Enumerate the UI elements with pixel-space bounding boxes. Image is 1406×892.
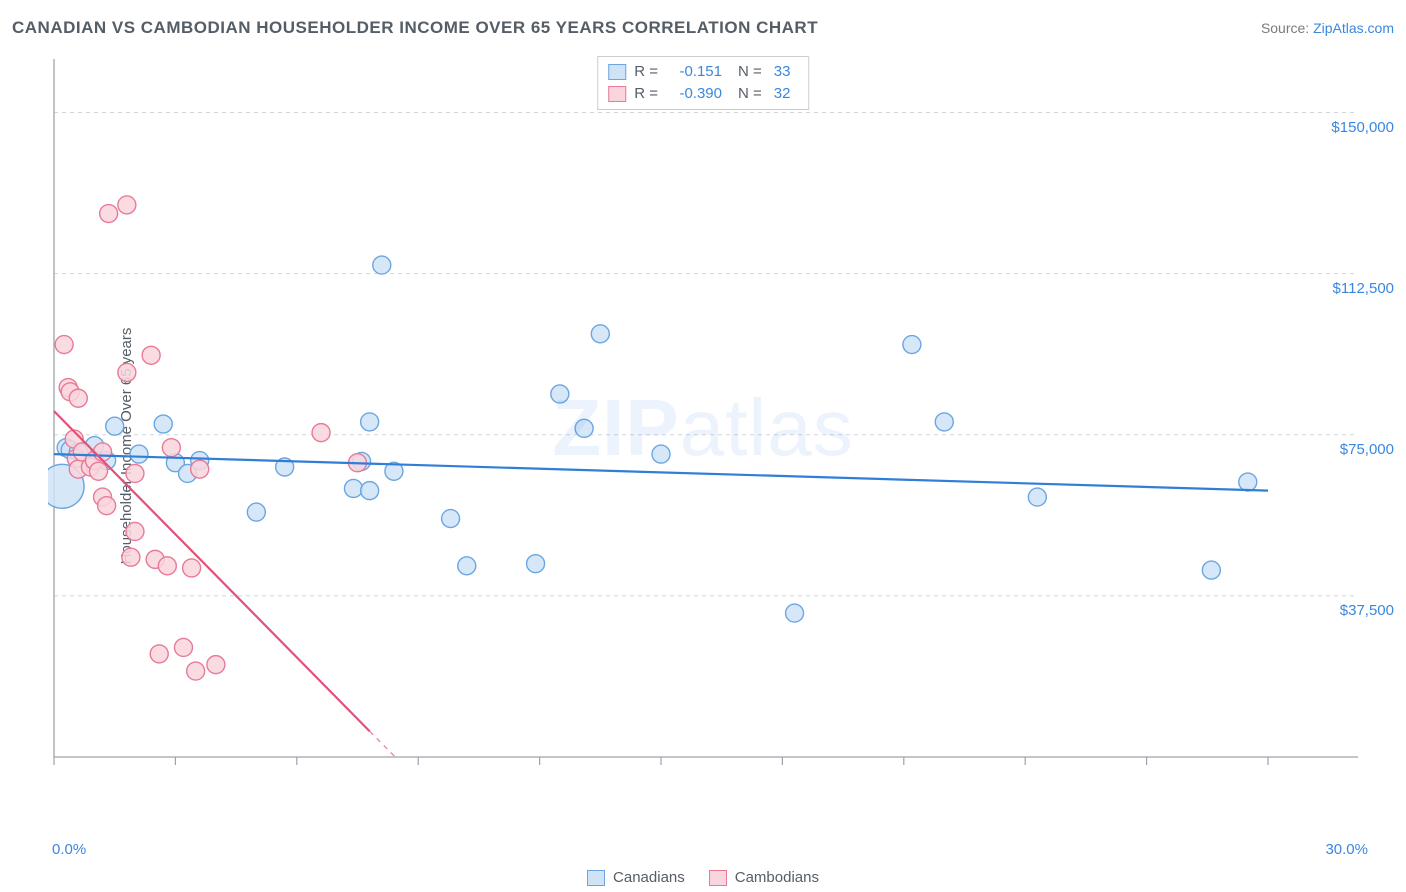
chart-title: CANADIAN VS CAMBODIAN HOUSEHOLDER INCOME… — [12, 18, 818, 38]
x-axis-max-label: 30.0% — [1325, 841, 1368, 858]
source-attribution: Source: ZipAtlas.com — [1261, 20, 1394, 36]
legend-item-cambodians: Cambodians — [709, 869, 819, 886]
chart-header: CANADIAN VS CAMBODIAN HOUSEHOLDER INCOME… — [12, 18, 1394, 38]
n-value: 32 — [770, 83, 798, 105]
scatter-plot — [48, 55, 1368, 825]
legend-item-canadians: Canadians — [587, 869, 685, 886]
r-value: -0.151 — [666, 61, 722, 83]
y-tick-label: $112,500 — [1333, 280, 1394, 297]
r-label: R = — [632, 83, 660, 105]
source-link[interactable]: ZipAtlas.com — [1313, 20, 1394, 36]
swatch-cambodians — [608, 86, 626, 102]
x-axis-min-label: 0.0% — [52, 841, 86, 858]
legend-swatch-canadians — [587, 870, 605, 886]
stats-row-cambodians: R = -0.390 N = 32 — [608, 83, 798, 105]
legend-swatch-cambodians — [709, 870, 727, 886]
legend-label: Canadians — [613, 869, 685, 886]
r-value: -0.390 — [666, 83, 722, 105]
n-label: N = — [728, 83, 764, 105]
r-label: R = — [632, 61, 660, 83]
legend-label: Cambodians — [735, 869, 819, 886]
n-value: 33 — [770, 61, 798, 83]
x-axis-legend: Canadians Cambodians — [0, 869, 1406, 886]
correlation-stats-box: R = -0.151 N = 33 R = -0.390 N = 32 — [597, 56, 809, 110]
y-tick-label: $150,000 — [1331, 119, 1394, 136]
n-label: N = — [728, 61, 764, 83]
source-label: Source: — [1261, 20, 1313, 36]
stats-row-canadians: R = -0.151 N = 33 — [608, 61, 798, 83]
swatch-canadians — [608, 64, 626, 80]
y-tick-label: $37,500 — [1340, 602, 1394, 619]
y-tick-label: $75,000 — [1340, 441, 1394, 458]
